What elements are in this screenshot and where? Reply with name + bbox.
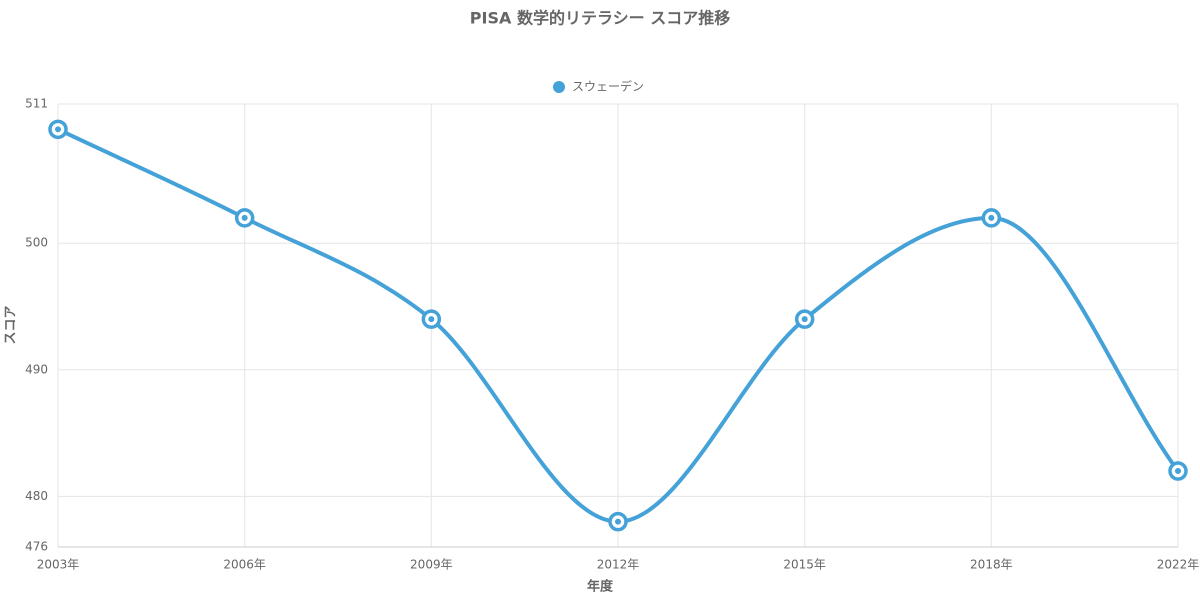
x-tick-label: 2003年 (37, 558, 80, 572)
x-axis-label: 年度 (587, 579, 614, 595)
y-tick-label: 490 (25, 362, 48, 376)
point-center (55, 126, 61, 133)
point-center (428, 316, 435, 323)
point-center (615, 518, 621, 525)
chart-title: PISA 数学的リテラシー スコア推移 (470, 9, 730, 28)
x-tick-label: 2009年 (410, 558, 453, 572)
point-center (801, 316, 808, 323)
y-tick-label: 480 (25, 489, 48, 503)
legend-label: スウェーデン (572, 79, 644, 94)
point-center (988, 214, 995, 221)
x-tick-label: 2012年 (597, 558, 640, 572)
point-center (1175, 468, 1181, 475)
x-tick-label: 2018年 (970, 558, 1013, 572)
x-tick-label: 2015年 (783, 558, 826, 572)
x-tick-label: 2022年 (1157, 558, 1200, 572)
y-axis-label: スコア (4, 305, 19, 344)
y-tick-label: 476 (25, 540, 48, 554)
x-tick-label: 2006年 (223, 558, 266, 572)
point-center (241, 214, 248, 221)
y-tick-label: 511 (25, 97, 48, 111)
y-tick-label: 500 (25, 236, 48, 250)
legend-marker (553, 81, 565, 93)
